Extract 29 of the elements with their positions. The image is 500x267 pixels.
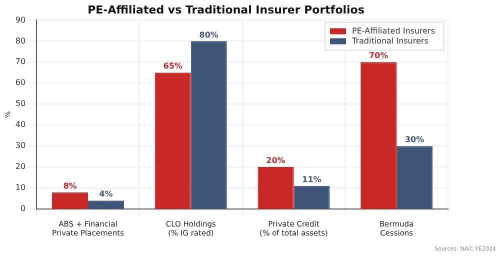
bar [154,72,191,208]
data-label: 20% [266,156,286,166]
y-tick-label: 30 [15,141,26,150]
bar [258,167,294,208]
y-tick-label: 40 [15,120,26,130]
data-label: 65% [163,62,182,71]
y-tick-label: 60 [15,78,26,88]
bar [294,186,330,208]
bar [360,62,397,208]
data-label: 80% [199,30,218,40]
data-label: 4% [99,190,113,199]
data-label: 11% [302,175,322,184]
y-tick-label: 50 [15,99,26,108]
bar [52,192,88,208]
y-tick-label: 80 [15,36,26,46]
y-tick-label: 10 [15,183,26,192]
y-tick-label: 70 [15,57,26,66]
bar [396,146,433,208]
bar [190,41,227,208]
legend-label: Traditional Insurers [351,36,428,46]
data-label: 70% [368,51,388,60]
y-tick-label: 20 [15,162,26,172]
chart-title: PE-Affiliated vs Traditional Insurer Portfolios [88,3,365,16]
y-tick-label: 0 [20,204,26,214]
y-tick-label: 90 [15,15,26,24]
legend-label: PE-Affiliated Insurers [352,26,435,36]
bar [88,200,124,208]
data-label: 8% [63,181,77,190]
data-label: 30% [404,135,424,144]
